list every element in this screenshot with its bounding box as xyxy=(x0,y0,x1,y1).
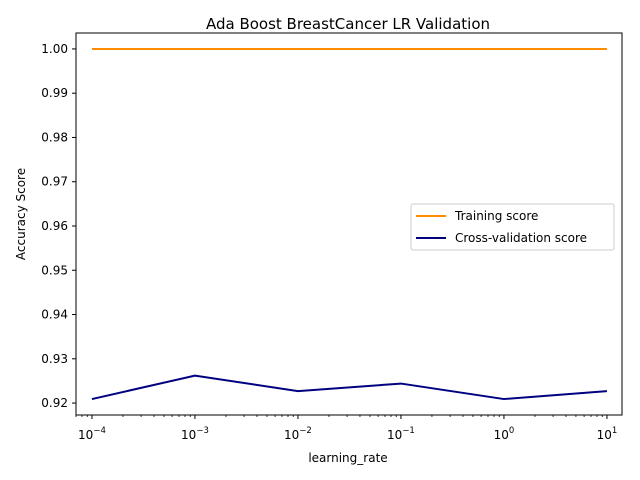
legend-label-cross-validation: Cross-validation score xyxy=(455,231,587,245)
x-tick-label: 10−4 xyxy=(78,426,106,442)
x-tick-label-base: 10 xyxy=(181,428,196,442)
y-tick-label: 0.94 xyxy=(41,308,68,322)
x-tick-label: 101 xyxy=(597,426,618,442)
legend-label-training: Training score xyxy=(454,209,538,223)
y-tick-label: 0.99 xyxy=(41,86,68,100)
series-line-cross-validation xyxy=(91,374,608,401)
y-tick-label: 0.96 xyxy=(41,219,68,233)
legend-box xyxy=(410,203,615,251)
x-tick-label-base: 10 xyxy=(494,428,509,442)
y-tick-label: 0.98 xyxy=(41,130,68,144)
x-tick-label: 100 xyxy=(494,426,515,442)
x-axis-label: learning_rate xyxy=(308,451,387,465)
plot-area xyxy=(75,32,623,416)
y-axis-label: Accuracy Score xyxy=(14,168,28,260)
series-layer xyxy=(91,47,608,401)
y-tick-label: 0.95 xyxy=(41,263,68,277)
x-tick-label-exponent: 0 xyxy=(509,426,514,436)
y-tick-label: 0.97 xyxy=(41,175,68,189)
x-tick-label-base: 10 xyxy=(597,428,612,442)
y-tick-label: 0.93 xyxy=(41,352,68,366)
x-tick-label: 10−3 xyxy=(181,426,209,442)
x-tick-label-base: 10 xyxy=(78,428,93,442)
x-tick-label-exponent: −4 xyxy=(93,426,106,436)
x-tick-label-exponent: 1 xyxy=(612,426,617,436)
y-tick-label: 0.92 xyxy=(41,396,68,410)
x-tick-label-base: 10 xyxy=(387,428,402,442)
plot-frame xyxy=(75,32,623,416)
x-tick-label-base: 10 xyxy=(284,428,299,442)
x-tick-label-exponent: −1 xyxy=(402,426,415,436)
x-tick-label-exponent: −3 xyxy=(196,426,209,436)
x-tick-label-exponent: −2 xyxy=(299,426,312,436)
y-tick-label: 1.00 xyxy=(41,42,68,56)
x-tick-label: 10−2 xyxy=(284,426,312,442)
legend: Training score Cross-validation score xyxy=(410,203,615,251)
x-tick-label: 10−1 xyxy=(387,426,415,442)
y-axis: 0.92 0.93 0.94 0.95 0.96 0.97 0.98 0.99 1.00 xyxy=(41,42,76,410)
chart-title: Ada Boost BreastCancer LR Validation xyxy=(206,15,490,33)
x-axis: 10−4 10−3 10−2 10−1 100 101 xyxy=(75,415,618,442)
